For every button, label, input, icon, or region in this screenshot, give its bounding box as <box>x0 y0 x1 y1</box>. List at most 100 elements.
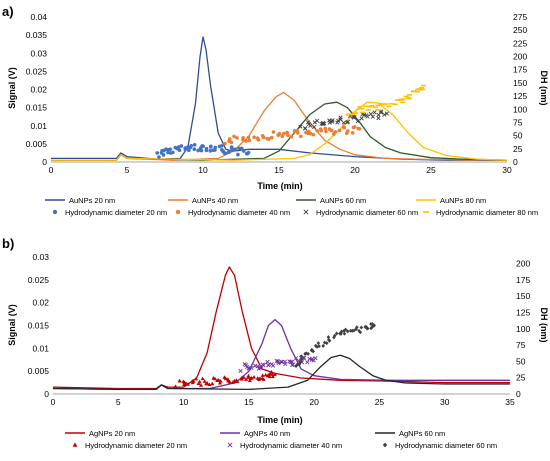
data-point <box>327 338 332 343</box>
data-point <box>359 325 364 330</box>
data-point <box>292 128 297 133</box>
y2-tick-label: 75 <box>513 117 523 127</box>
data-point <box>337 128 342 133</box>
y-tick-label: 0.02 <box>30 85 47 95</box>
data-point <box>210 381 215 386</box>
series-line-1 <box>51 91 508 161</box>
series-markers-6 <box>298 109 390 131</box>
legend-item-4: Hydrodynamic diameter 20 nm <box>52 208 167 217</box>
y-tick-label: 0.02 <box>32 298 49 308</box>
data-point <box>352 114 357 120</box>
legend-a: AuNPs 20 nm AuNPs 40 nm AuNPs 60 nm AuNPs 8… <box>45 196 538 217</box>
data-point <box>252 135 256 140</box>
data-point <box>298 124 303 129</box>
data-point <box>208 149 213 153</box>
data-point <box>378 110 384 115</box>
data-point <box>308 123 313 128</box>
data-point <box>265 359 270 364</box>
data-point <box>177 148 182 153</box>
data-point <box>249 365 254 371</box>
y2-tick-label: 200 <box>516 259 530 269</box>
data-point <box>225 377 230 381</box>
x-tick-label: 30 <box>502 165 512 175</box>
data-point <box>342 328 346 333</box>
data-point <box>269 135 274 140</box>
data-point <box>352 328 356 333</box>
data-point <box>321 343 325 348</box>
data-point <box>308 131 313 136</box>
data-point <box>223 151 228 155</box>
data-point <box>246 373 251 378</box>
y2-tick-label: 50 <box>516 356 526 366</box>
data-point <box>305 360 310 365</box>
legend-b: AgNPs 20 nm AgNPs 40 nm AgNPs 60 nm Hydrody… <box>65 429 497 450</box>
data-point <box>200 376 205 381</box>
legend-item-0: AgNPs 20 nm <box>65 429 135 438</box>
data-point <box>234 378 239 382</box>
data-point <box>186 382 190 386</box>
data-point <box>155 151 160 155</box>
panel-label-a: a) <box>2 4 14 19</box>
x-tick-label: 10 <box>179 397 189 407</box>
data-point <box>241 149 246 153</box>
x-tick-label: 5 <box>125 165 130 175</box>
y2-tick-label: 250 <box>513 25 527 35</box>
y2-tick-label: 25 <box>513 144 523 154</box>
data-point <box>327 118 332 123</box>
legend-swatch <box>72 442 78 447</box>
data-point <box>306 351 310 356</box>
data-point <box>219 144 224 148</box>
y-tick-label: 0 <box>42 157 47 167</box>
data-point <box>218 379 223 383</box>
data-point <box>372 110 377 115</box>
data-point <box>161 153 166 157</box>
data-point <box>295 362 300 367</box>
y-tick-label: 0.035 <box>26 30 48 40</box>
data-point <box>205 381 210 385</box>
data-point <box>313 343 318 348</box>
series-line-0 <box>51 36 507 161</box>
x-tick-label: 25 <box>426 165 436 175</box>
data-point <box>310 347 314 352</box>
data-point <box>223 141 227 146</box>
data-point <box>192 147 197 151</box>
x-tick-label: 25 <box>375 397 385 407</box>
data-point <box>315 129 319 133</box>
data-point <box>157 155 161 159</box>
data-point <box>324 341 329 346</box>
data-point <box>260 373 265 377</box>
data-point <box>270 372 275 376</box>
data-point <box>271 130 276 134</box>
data-point <box>227 379 232 384</box>
legend-item-4: Hydrodynamic diameter 40 nm <box>227 441 342 450</box>
data-point <box>334 331 339 336</box>
data-point <box>317 344 321 349</box>
data-point <box>336 118 341 123</box>
data-point <box>246 150 251 155</box>
data-point <box>299 354 304 359</box>
data-point <box>256 138 261 142</box>
y2-tick-label: 100 <box>513 104 527 114</box>
legend-label: AgNPs 60 nm <box>399 429 445 438</box>
data-point <box>365 114 370 119</box>
data-point <box>265 373 270 378</box>
data-point <box>171 150 175 155</box>
x-tick-label: 10 <box>198 165 208 175</box>
y2-tick-label: 125 <box>516 307 530 317</box>
data-point <box>354 327 358 332</box>
series-markers-4 <box>155 143 251 159</box>
data-point <box>176 145 181 149</box>
data-point <box>179 144 184 148</box>
data-point <box>217 380 222 385</box>
data-point <box>252 375 257 379</box>
series-line-0 <box>52 266 510 390</box>
data-point <box>372 323 377 328</box>
data-point <box>194 376 199 381</box>
x-tick-label: 0 <box>49 165 54 175</box>
series-line-2 <box>52 354 510 391</box>
data-point <box>350 328 355 333</box>
data-point <box>345 129 350 133</box>
data-point <box>333 130 338 134</box>
plot-area-b: 00.0050.010.0150.020.0250.03025507510012… <box>28 252 531 407</box>
